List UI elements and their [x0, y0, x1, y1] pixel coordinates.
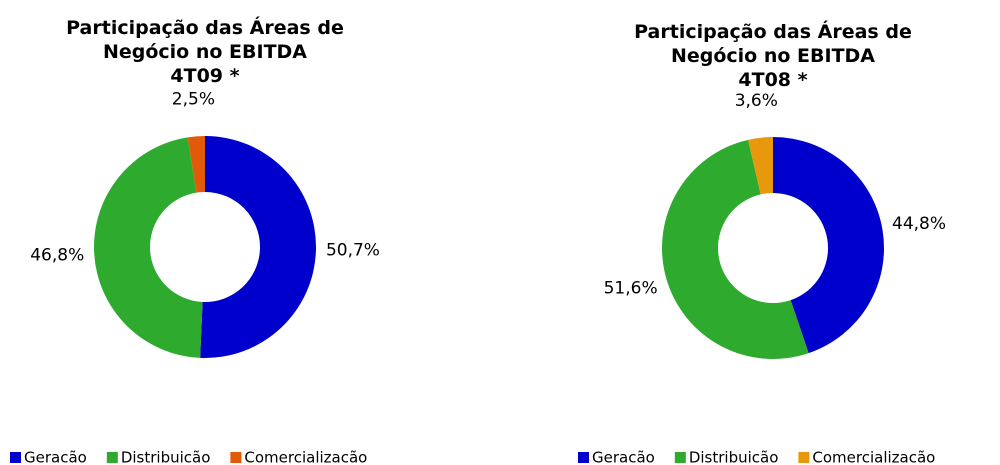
data-label: 50,7% [326, 240, 380, 260]
data-label: 51,6% [604, 278, 658, 298]
legend-label: Distribuicão [121, 449, 211, 465]
legend-label: Geracão [24, 449, 87, 465]
legend-swatch [578, 452, 589, 463]
chart-title: Participação das Áreas de Negócio no EBI… [25, 16, 385, 88]
subtitle: 4T08 * [738, 69, 808, 91]
legend-swatch [230, 452, 242, 463]
legend-label: Comercializacão [812, 449, 935, 465]
donut-slice [93, 137, 203, 358]
legend-swatch [798, 452, 810, 463]
title-text: Participação das Áreas de Negócio no EBI… [634, 21, 912, 67]
legend-swatch [106, 452, 118, 463]
data-label: 2,5% [172, 89, 215, 109]
legend-label: Distribuicão [689, 449, 779, 465]
legend-label: Comercializacão [244, 449, 367, 465]
donut-slice [187, 136, 205, 193]
chart-title: Participação das Áreas de Negócio no EBI… [593, 20, 953, 92]
legend-label: Geracão [592, 449, 655, 465]
data-label: 3,6% [735, 91, 778, 111]
donut-slice [748, 137, 773, 195]
donut-slice [200, 136, 316, 358]
legend-swatch [674, 452, 686, 463]
subtitle: 4T09 * [170, 65, 240, 87]
donut-slice [662, 139, 809, 359]
donut-slice [773, 137, 884, 354]
title-text: Participação das Áreas de Negócio no EBI… [66, 17, 344, 63]
data-label: 44,8% [892, 214, 946, 234]
data-label: 46,8% [30, 245, 84, 265]
legend-swatch [10, 452, 21, 463]
